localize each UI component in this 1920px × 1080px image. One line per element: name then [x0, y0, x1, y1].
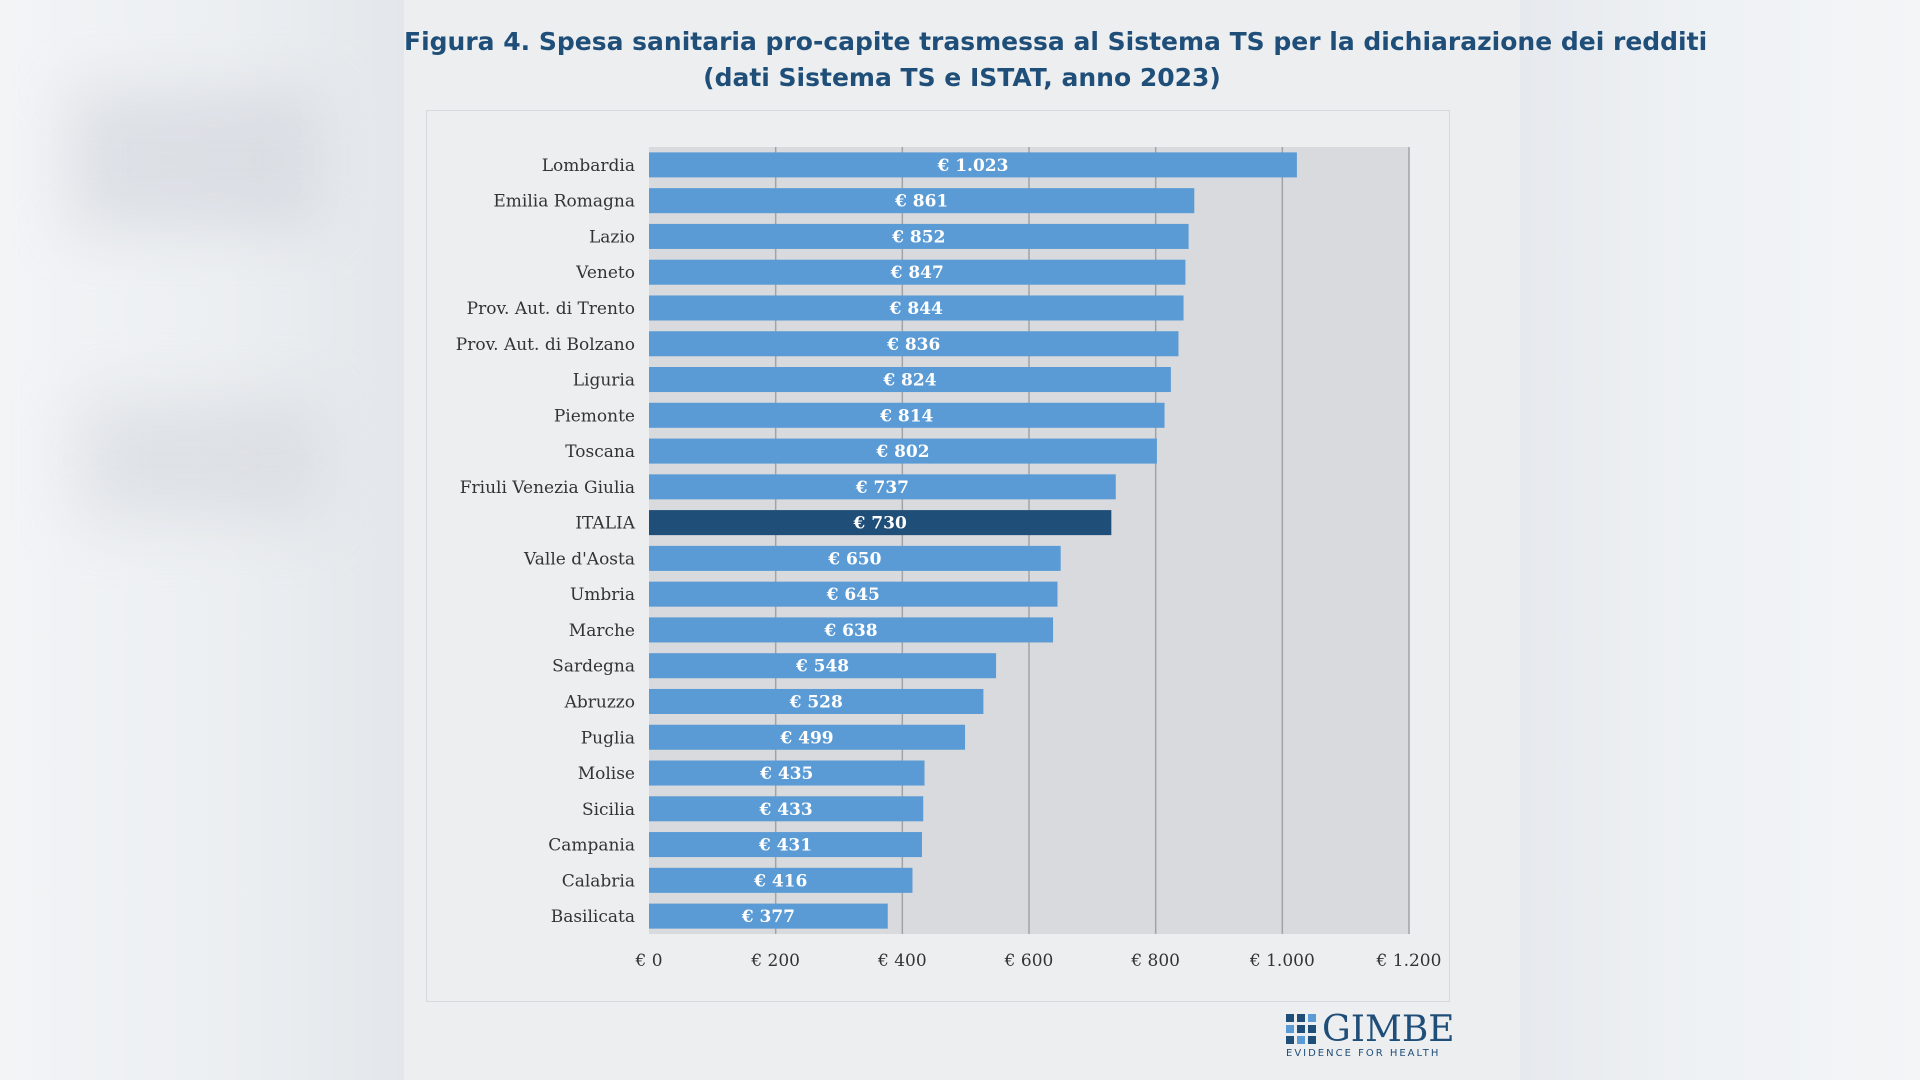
data-label: € 802 — [875, 442, 929, 462]
category-label: Basilicata — [551, 907, 635, 927]
chart-title-block: Figura 4. Spesa sanitaria pro-capite tra… — [404, 24, 1708, 96]
data-label: € 431 — [758, 836, 812, 856]
data-label: € 861 — [894, 192, 948, 212]
gimbe-logo-icon — [1286, 1014, 1316, 1044]
category-label: Abruzzo — [564, 692, 635, 712]
bar — [649, 796, 924, 822]
blurred-background-left — [0, 0, 404, 1080]
x-tick-label: € 1.200 — [1376, 951, 1442, 971]
bar — [649, 295, 1184, 321]
bar-chart: € 0 € 200 € 400 € 600 € 800 € 1.000 € 1.200 € 1… — [456, 147, 1442, 971]
category-label: Friuli Venezia Giulia — [460, 478, 635, 498]
category-label: Calabria — [562, 871, 635, 891]
category-label: Umbria — [570, 585, 635, 605]
category-label: Molise — [578, 764, 635, 784]
data-label: € 814 — [879, 406, 933, 426]
data-label: € 730 — [853, 514, 907, 534]
data-label: € 377 — [741, 907, 795, 927]
category-label: Campania — [548, 836, 635, 856]
document-page: Figura 4. Spesa sanitaria pro-capite tra… — [404, 0, 1708, 1080]
data-label: € 847 — [890, 263, 944, 283]
gimbe-logo: GIMBE EVIDENCE FOR HEALTH — [1286, 1010, 1456, 1062]
bar — [649, 331, 1179, 357]
bar — [649, 474, 1116, 500]
category-label: Emilia Romagna — [493, 192, 635, 212]
category-label: Sardegna — [552, 657, 635, 677]
x-tick-label: € 0 — [634, 951, 662, 971]
logo-tagline: EVIDENCE FOR HEALTH — [1286, 1048, 1441, 1059]
category-label: Sicilia — [582, 800, 635, 820]
data-label: € 824 — [882, 371, 936, 391]
data-label: € 435 — [759, 764, 813, 784]
x-tick-label: € 800 — [1130, 951, 1180, 971]
category-label: Lazio — [589, 227, 635, 247]
data-label: € 548 — [795, 657, 849, 677]
category-label: Piemonte — [554, 406, 635, 426]
category-label: Marche — [569, 621, 635, 641]
bar — [649, 545, 1061, 571]
data-label: € 645 — [826, 585, 880, 605]
bar — [649, 223, 1189, 249]
bar — [649, 903, 888, 929]
category-label: Veneto — [575, 263, 635, 283]
x-tick-label: € 200 — [750, 951, 800, 971]
bar — [649, 438, 1157, 464]
logo-name: GIMBE — [1322, 1009, 1455, 1050]
data-label: € 499 — [779, 728, 833, 748]
bar — [649, 832, 922, 858]
bar — [649, 760, 925, 786]
data-label: € 638 — [823, 621, 877, 641]
blurred-background-right — [1520, 0, 1920, 1080]
bar — [649, 688, 984, 714]
category-label: Prov. Aut. di Bolzano — [456, 335, 635, 355]
bar — [649, 581, 1058, 607]
category-label: Prov. Aut. di Trento — [467, 299, 635, 319]
category-label: Toscana — [565, 442, 635, 462]
data-label: € 650 — [827, 549, 881, 569]
bar — [649, 259, 1186, 285]
chart-title: Figura 4. Spesa sanitaria pro-capite tra… — [404, 27, 1708, 56]
category-label: Lombardia — [542, 156, 635, 176]
bar — [649, 724, 966, 750]
bar — [649, 367, 1171, 393]
x-tick-label: € 400 — [877, 951, 927, 971]
data-label: € 844 — [889, 299, 943, 319]
chart-subtitle: (dati Sistema TS e ISTAT, anno 2023) — [703, 63, 1221, 92]
bar — [649, 653, 997, 679]
bar — [649, 152, 1297, 178]
data-label: € 852 — [891, 227, 945, 247]
data-label: € 528 — [789, 692, 843, 712]
data-label: € 433 — [758, 800, 812, 820]
data-label: € 416 — [753, 871, 807, 891]
bar — [649, 617, 1054, 643]
data-label: € 836 — [886, 335, 940, 355]
bar — [649, 402, 1165, 428]
category-label: Puglia — [581, 728, 635, 748]
bar — [649, 510, 1112, 536]
data-label: € 1.023 — [936, 156, 1008, 176]
bar — [649, 188, 1195, 214]
data-label: € 737 — [855, 478, 909, 498]
x-tick-label: € 600 — [1004, 951, 1054, 971]
bar — [649, 867, 913, 893]
category-label: Liguria — [573, 371, 635, 391]
category-label: ITALIA — [575, 514, 635, 534]
x-tick-label: € 1.000 — [1249, 951, 1315, 971]
chart-frame: € 0 € 200 € 400 € 600 € 800 € 1.000 € 1.200 € 1… — [426, 110, 1450, 1002]
category-label: Valle d'Aosta — [523, 549, 635, 569]
